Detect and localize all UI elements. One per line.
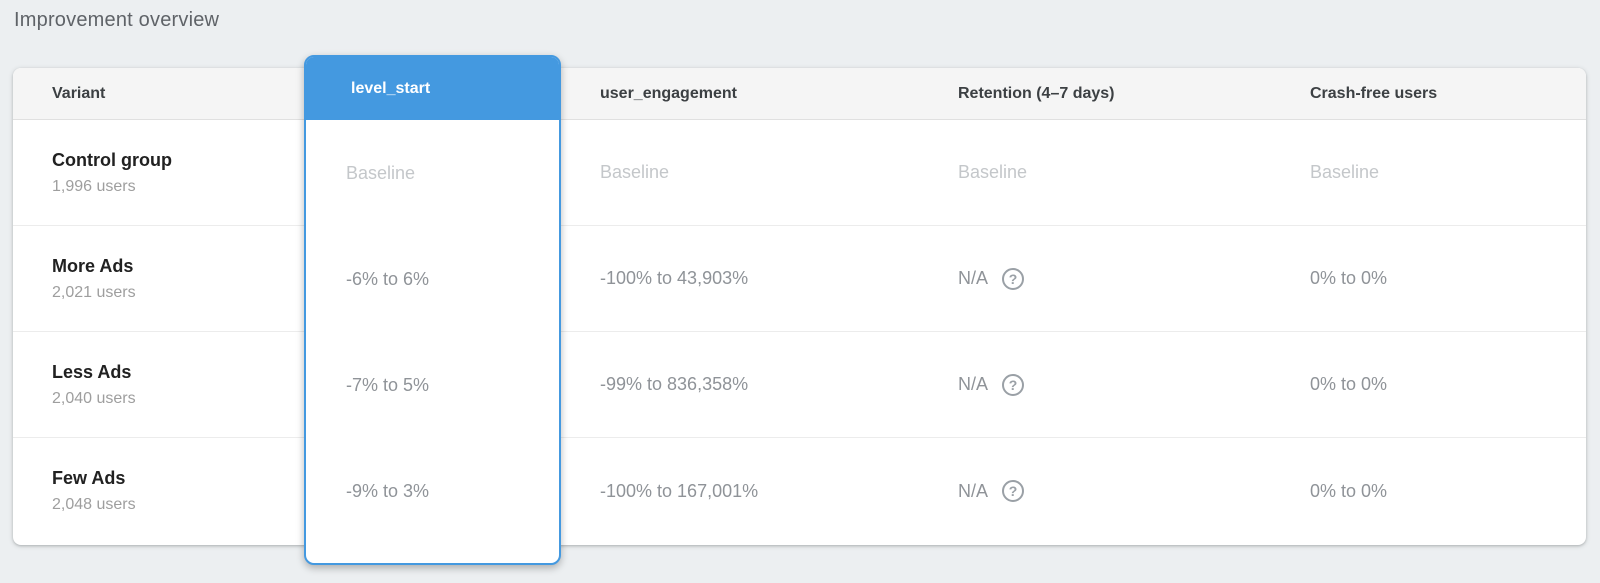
table-row: More Ads 2,021 users -100% to 43,903% N/… <box>13 226 1586 332</box>
cell-user-engagement: Baseline <box>600 162 670 182</box>
table-header-row: Variant user_engagement Retention (4–7 d… <box>13 68 1586 120</box>
cell-retention: N/A ? <box>918 480 1270 502</box>
cell-retention: N/A ? <box>918 373 1270 396</box>
selected-cell-level-start: -7% to 5% <box>346 374 430 395</box>
column-header-variant: Variant <box>52 84 106 102</box>
variant-cell: Few Ads 2,048 users <box>13 468 305 514</box>
variant-cell: Less Ads 2,040 users <box>13 362 305 408</box>
column-header-user-engagement[interactable]: user_engagement <box>600 84 737 102</box>
help-icon[interactable]: ? <box>1002 373 1025 396</box>
page-title: Improvement overview <box>14 9 220 31</box>
selected-cell-level-start: Baseline <box>346 162 416 183</box>
retention-value: N/A <box>958 374 989 394</box>
column-header-retention[interactable]: Retention (4–7 days) <box>958 84 1115 102</box>
cell-crash-free: 0% to 0% <box>1310 480 1388 501</box>
selected-metric-header[interactable]: level_start <box>306 57 559 120</box>
variant-users: 2,048 users <box>52 496 136 513</box>
cell-retention: Baseline <box>958 162 1028 182</box>
table-row: Control group 1,996 users Baseline Basel… <box>13 120 1586 226</box>
table-row: Less Ads 2,040 users -99% to 836,358% N/… <box>13 332 1586 438</box>
cell-crash-free: 0% to 0% <box>1310 268 1388 288</box>
column-header-crash-free[interactable]: Crash-free users <box>1310 84 1438 102</box>
variant-name: Less Ads <box>52 361 132 382</box>
improvement-table: Variant user_engagement Retention (4–7 d… <box>13 68 1586 545</box>
cell-user-engagement: -99% to 836,358% <box>600 374 749 394</box>
variant-users: 2,040 users <box>52 389 136 407</box>
variant-cell: Control group 1,996 users <box>13 150 305 196</box>
variant-name: Control group <box>52 149 172 170</box>
cell-retention: N/A ? <box>918 267 1270 290</box>
selected-cell-level-start: -6% to 6% <box>346 268 430 289</box>
help-icon[interactable]: ? <box>1002 480 1025 502</box>
variant-cell: More Ads 2,021 users <box>13 256 305 302</box>
help-icon[interactable]: ? <box>1002 267 1025 290</box>
retention-value: N/A <box>958 480 989 501</box>
selected-cell-level-start: -9% to 3% <box>346 480 430 501</box>
table-row: Few Ads 2,048 users -100% to 167,001% N/… <box>13 438 1586 544</box>
variant-users: 1,996 users <box>52 177 136 195</box>
variant-name: More Ads <box>52 255 134 276</box>
selected-metric-card: level_start Baseline -6% to 6% -7% to 5%… <box>304 55 561 565</box>
cell-user-engagement: -100% to 43,903% <box>600 268 749 288</box>
cell-crash-free: 0% to 0% <box>1310 374 1388 394</box>
variant-name: Few Ads <box>52 468 126 488</box>
cell-user-engagement: -100% to 167,001% <box>600 480 759 501</box>
variant-users: 2,021 users <box>52 283 136 301</box>
retention-value: N/A <box>958 268 989 288</box>
cell-crash-free: Baseline <box>1310 162 1380 182</box>
